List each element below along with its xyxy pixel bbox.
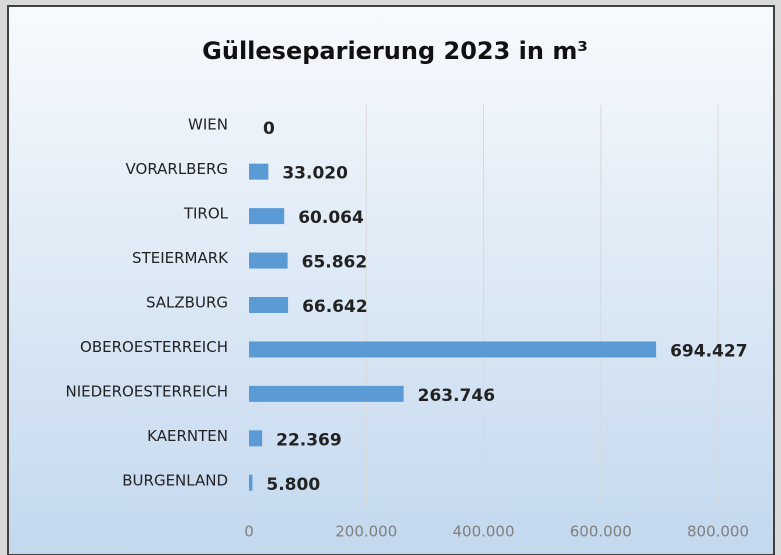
bar — [249, 474, 253, 491]
bar — [249, 163, 269, 180]
data-label: 66.642 — [302, 297, 368, 317]
y-tick-label: STEIERMARK — [132, 249, 229, 267]
data-label: 33.020 — [282, 164, 348, 184]
data-label: 60.064 — [298, 208, 364, 228]
bar — [249, 341, 657, 358]
y-tick-label: NIEDEROESTERREICH — [65, 382, 228, 400]
y-tick-label: SALZBURG — [146, 294, 228, 312]
bar — [249, 385, 404, 402]
y-tick-label: KAERNTEN — [147, 427, 228, 445]
data-label: 5.800 — [266, 475, 320, 495]
data-label: 694.427 — [670, 341, 747, 361]
chart-area — [7, 5, 775, 555]
y-tick-label: VORARLBERG — [126, 160, 228, 178]
x-tick-label: 400.000 — [452, 523, 514, 541]
data-label: 263.746 — [418, 386, 495, 406]
x-tick-label: 200.000 — [335, 523, 397, 541]
chart-title: Gülleseparierung 2023 in m³ — [202, 37, 588, 65]
data-label: 65.862 — [302, 253, 368, 273]
data-label: 22.369 — [276, 430, 342, 450]
y-tick-label: OBEROESTERREICH — [80, 338, 228, 356]
y-tick-label: BURGENLAND — [122, 471, 228, 489]
y-tick-label: TIROL — [183, 205, 229, 223]
y-tick-label: WIEN — [188, 116, 228, 134]
x-tick-label: 800.000 — [687, 523, 749, 541]
bar — [249, 252, 288, 269]
x-tick-label: 0 — [244, 523, 254, 541]
data-label: 0 — [263, 119, 275, 139]
bar — [249, 208, 285, 225]
bar — [249, 430, 263, 447]
x-tick-label: 600.000 — [570, 523, 632, 541]
bar — [249, 297, 289, 313]
